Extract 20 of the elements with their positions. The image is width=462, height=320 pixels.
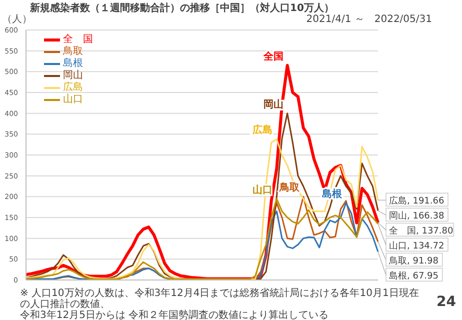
legend-label: 山口 — [63, 94, 83, 106]
data-label: 広島, 191.66 — [389, 196, 444, 207]
annotation: 全国 — [262, 50, 284, 62]
data-label: 山口, 134.72 — [389, 240, 444, 252]
data-label: 鳥取, 91.98 — [388, 256, 439, 267]
chart-title: 新規感染者数（１週間移動合計）の推移［中国］（対人口10万人） — [30, 1, 334, 14]
text: 令和3年12月5日からは 令和２年国勢調査の数値により算出している — [20, 310, 330, 320]
legend-label: 岡山 — [63, 70, 83, 82]
legend-label: 全 国 — [63, 34, 93, 46]
legend-label: 鳥取 — [63, 46, 83, 58]
y-axis-title: （人） — [2, 13, 32, 26]
data-label: 島根, 67.95 — [389, 270, 438, 282]
data-label: 全 国, 137.80 — [389, 226, 454, 237]
text: 24 — [436, 294, 456, 310]
chart-subtitle: 2021/4/1 ～ 2022/05/31 — [306, 13, 432, 26]
data-label: 岡山, 166.38 — [389, 210, 444, 222]
annotation: 広島 — [252, 124, 273, 136]
legend-label: 島根 — [63, 58, 83, 70]
legend-label: 広島 — [63, 82, 83, 94]
text: ※ 人口10万対の人数は、令和3年12月4日までは総務省統計局における各年10月1日現在の人口推計の数値、 — [20, 288, 420, 310]
